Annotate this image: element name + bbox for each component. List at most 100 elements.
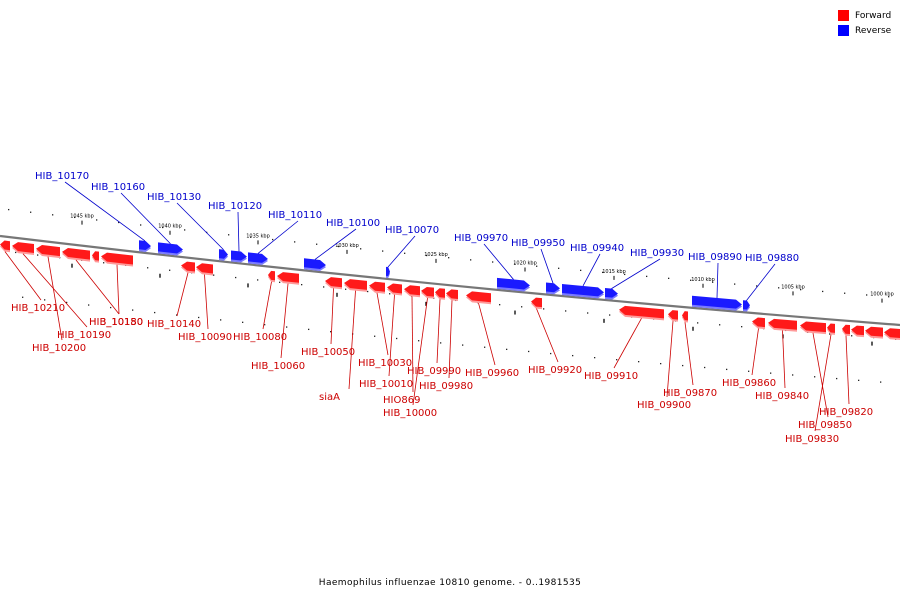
gene-label-hib_10210: HIB_10210 <box>11 303 65 314</box>
scale-dot <box>492 261 494 263</box>
scale-dot <box>382 250 384 252</box>
scale-dot <box>521 306 523 308</box>
label-leader <box>388 294 395 377</box>
forward-gene <box>619 305 664 321</box>
reverse-gene <box>158 242 183 256</box>
scale-tick-label: 1020 kbp <box>513 261 537 267</box>
gene-label-hib_09900: HIB_09900 <box>637 400 691 411</box>
scale-dot <box>198 316 200 319</box>
label-leader <box>330 288 334 345</box>
forward-gene <box>101 252 133 267</box>
gene-label-hib_10100: HIB_10100 <box>326 218 380 229</box>
scale-dot <box>235 276 237 279</box>
scale-dot <box>792 374 794 376</box>
label-leader <box>448 300 453 379</box>
forward-gene <box>277 272 299 285</box>
gene-label-hib_09980: HIB_09980 <box>419 381 473 392</box>
gene-label-hib_10120: HIB_10120 <box>208 201 262 212</box>
forward-gene <box>827 323 835 335</box>
label-leader <box>613 318 642 369</box>
scale-dot <box>844 292 846 294</box>
scale-dot <box>668 277 670 279</box>
forward-gene <box>531 297 542 310</box>
scale-dot <box>88 304 90 306</box>
scale-dot <box>800 288 802 291</box>
scale-dot <box>345 288 347 290</box>
scale-dot <box>301 283 303 286</box>
scale-dot <box>572 354 574 357</box>
scale-dot <box>147 267 149 269</box>
scale-dot <box>242 321 244 323</box>
label-leader <box>411 296 414 393</box>
scale-tick-label: 1000 kbp <box>870 292 894 298</box>
scale-dot <box>213 274 215 276</box>
scale-dot <box>822 290 824 293</box>
scale-dot <box>734 283 736 285</box>
gene-label-hib_09910: HIB_09910 <box>584 371 638 382</box>
scale-dot <box>858 379 860 381</box>
scale-dot <box>15 251 17 254</box>
scale-dot <box>110 306 112 309</box>
scale-dot <box>426 254 428 257</box>
scale-dot <box>118 221 120 224</box>
scale-dot <box>719 324 721 326</box>
gene-label-hib_09920: HIB_09920 <box>528 365 582 376</box>
scale-dot <box>462 344 464 346</box>
genome-backbone <box>0 234 900 327</box>
scale-dot <box>682 364 684 367</box>
scale-tick-label: 1035 kbp <box>246 233 270 239</box>
label-leader <box>582 253 601 287</box>
scale-dot <box>690 279 692 281</box>
scale-dot <box>184 229 186 231</box>
scale-dot <box>741 326 743 328</box>
scale-dot <box>30 211 32 213</box>
scale-dot <box>836 377 838 380</box>
scale-dot <box>316 243 318 245</box>
label-leader <box>540 248 554 284</box>
scale-dot <box>536 265 538 267</box>
forward-gene <box>325 277 342 290</box>
gene-label-hib_10200: HIB_10200 <box>32 343 86 354</box>
reverse-gene <box>219 249 228 261</box>
scale-dot <box>624 273 626 276</box>
scale-dot <box>220 319 222 321</box>
forward-gene <box>181 261 195 274</box>
label-leader-lines <box>4 181 850 432</box>
scale-dot <box>704 366 706 369</box>
gene-label-hib_10080: HIB_10080 <box>233 332 287 343</box>
scale-dots <box>8 208 897 383</box>
forward-gene <box>851 325 864 338</box>
scale-dot <box>74 216 76 219</box>
gene-label-hib_09990: HIB_09990 <box>407 366 461 377</box>
label-leader <box>257 220 299 254</box>
forward-gene <box>344 279 367 292</box>
label-leader <box>237 211 240 252</box>
scale-dot <box>712 281 714 283</box>
scale-ticks: 1045 kbp 1040 kbp 1035 kbp 1030 kbp 1025 kbp… <box>70 214 894 346</box>
scale-dot <box>609 314 611 316</box>
gene-label-hib_10110: HIB_10110 <box>268 210 322 221</box>
forward-gene <box>800 321 826 335</box>
label-leader <box>75 259 120 315</box>
label-leader <box>611 258 661 289</box>
reverse-gene <box>743 300 750 312</box>
scale-dot <box>176 314 178 316</box>
gene-label-hib_09870: HIB_09870 <box>663 388 717 399</box>
scale-dot <box>37 254 39 256</box>
gene-label-hib_09950: HIB_09950 <box>511 238 565 249</box>
scale-dot <box>543 308 545 310</box>
gene-label-hib_09820: HIB_09820 <box>819 407 873 418</box>
scale-dot <box>484 346 486 348</box>
reverse-gene <box>139 240 151 252</box>
label-leader <box>536 308 559 363</box>
scale-dot <box>558 267 560 269</box>
scale-tick-label: 1015 kbp <box>602 269 626 275</box>
label-leader <box>64 181 146 242</box>
label-leader <box>314 228 357 260</box>
label-leader <box>436 299 441 364</box>
gene-label-hib_10170: HIB_10170 <box>35 171 89 182</box>
scale-dot <box>565 310 567 312</box>
gene-label-hib_10160: HIB_10160 <box>91 182 145 193</box>
scale-dot <box>514 263 516 265</box>
scale-dot <box>154 311 156 314</box>
